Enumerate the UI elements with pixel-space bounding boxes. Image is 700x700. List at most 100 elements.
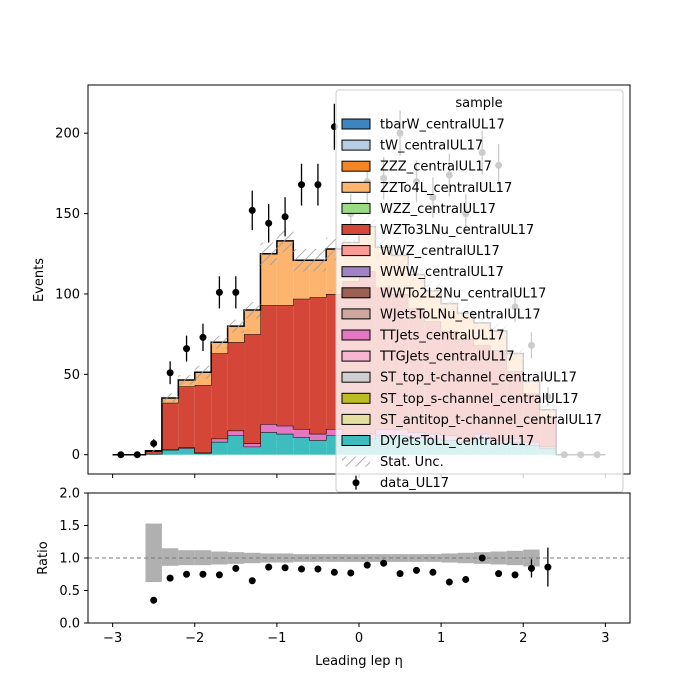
stack-bar xyxy=(293,298,310,429)
ratio-point xyxy=(281,564,289,572)
stack-bar xyxy=(211,353,228,439)
legend-label: ST_top_s-channel_centralUL17 xyxy=(380,392,579,407)
data-point xyxy=(183,345,191,353)
ratio-unc-bin xyxy=(309,554,327,562)
ratio-point xyxy=(363,561,371,569)
ratio-point xyxy=(544,563,552,571)
data-point xyxy=(117,451,125,459)
stack-bar xyxy=(161,449,179,455)
ratio-point xyxy=(511,571,519,579)
stack-bar xyxy=(178,386,195,448)
legend-swatch xyxy=(341,245,371,257)
ratio-point xyxy=(150,596,158,604)
ratio-unc-bin xyxy=(145,523,162,583)
legend-label: ZZTo4L_centralUL17 xyxy=(380,181,512,196)
stack-bar xyxy=(276,305,294,426)
ratio-point xyxy=(478,554,486,562)
ratio-unc-bin xyxy=(391,554,409,562)
legend-entry: WWZ_centralUL17 xyxy=(341,244,500,259)
stack-bar xyxy=(211,441,228,455)
stack-bar xyxy=(161,402,179,450)
y-tick-label: 100 xyxy=(55,287,80,302)
data-point xyxy=(265,219,273,227)
stack-bar xyxy=(227,342,245,431)
legend-entry: TTGJets_centralUL17 xyxy=(341,350,515,365)
legend-entry: data_UL17 xyxy=(352,475,449,491)
stat-unc-bin xyxy=(260,242,277,266)
stat-unc-bin xyxy=(161,393,179,403)
ratio-point xyxy=(495,570,503,578)
legend-entry: ZZTo4L_centralUL17 xyxy=(341,181,512,196)
legend-label: WJetsToLNu_centralUL17 xyxy=(380,307,541,322)
legend-label: WWTo2L2Nu_centralUL17 xyxy=(380,286,546,301)
legend-swatch xyxy=(341,413,371,425)
stat-unc-bin xyxy=(276,229,294,253)
legend-label: ST_antitop_t-channel_centralUL17 xyxy=(380,413,602,428)
data-point xyxy=(281,213,289,221)
legend-swatch xyxy=(341,266,371,278)
data-point xyxy=(133,451,141,459)
y-tick-label: 200 xyxy=(55,127,80,142)
legend-swatch xyxy=(341,308,371,320)
legend-entry: ST_antitop_t-channel_centralUL17 xyxy=(341,413,602,428)
ratio-point xyxy=(347,569,355,577)
ratio-point xyxy=(330,568,338,576)
ratio-point xyxy=(248,577,256,585)
legend-swatch xyxy=(342,456,370,467)
stack-bar xyxy=(244,334,261,444)
stack-bar xyxy=(194,385,212,453)
ratio-point xyxy=(183,570,191,578)
ratio-point xyxy=(462,575,470,583)
ratio-y-tick-label: 0.0 xyxy=(59,617,80,632)
ratio-point xyxy=(166,574,174,582)
stat-unc-bin xyxy=(293,248,310,272)
legend-label: tW_centralUL17 xyxy=(380,139,483,154)
ratio-unc-bin xyxy=(211,551,228,565)
legend-swatch xyxy=(341,118,371,130)
stack-bar xyxy=(244,446,261,455)
legend-marker xyxy=(352,479,360,487)
legend-entry: ZZZ_centralUL17 xyxy=(341,160,492,175)
main-y-axis-label: Events xyxy=(32,258,47,302)
stack-bar xyxy=(326,428,343,436)
legend-entry: DYJetsToLL_centralUL17 xyxy=(341,434,534,449)
legend-swatch xyxy=(341,202,371,214)
ratio-unc-bin xyxy=(457,552,474,564)
ratio-point xyxy=(199,570,207,578)
ratio-unc-bin xyxy=(441,553,458,563)
x-axis-label: Leading lep η xyxy=(315,654,403,669)
legend-entry: WWTo2L2Nu_centralUL17 xyxy=(341,286,546,301)
legend-label: tbarW_centralUL17 xyxy=(380,118,505,133)
legend-label: ST_top_t-channel_centralUL17 xyxy=(380,371,577,386)
data-point xyxy=(298,181,306,189)
x-tick-label: −3 xyxy=(103,631,122,646)
legend-entry: WJetsToLNu_centralUL17 xyxy=(341,307,541,322)
legend: sample tbarW_centralUL17 tW_centralUL17 ZZ… xyxy=(335,89,624,493)
stack-bar xyxy=(260,424,277,433)
legend-entry: ST_top_t-channel_centralUL17 xyxy=(341,371,577,386)
ratio-y-tick-label: 2.0 xyxy=(59,487,80,502)
ratio-point xyxy=(396,570,404,578)
stack-bar xyxy=(260,305,277,425)
legend-swatch xyxy=(341,160,371,172)
data-point xyxy=(314,181,322,189)
legend-entry: Stat. Unc. xyxy=(342,455,444,470)
legend-label: WWZ_centralUL17 xyxy=(380,244,500,259)
ratio-plot-area xyxy=(88,523,630,604)
ratio-unc-bin xyxy=(161,548,179,566)
ratio-point xyxy=(265,563,273,571)
stack-bar xyxy=(276,240,294,306)
x-tick-label: 1 xyxy=(437,631,445,646)
data-point xyxy=(215,288,223,296)
legend-label: TTGJets_centralUL17 xyxy=(379,350,515,365)
legend-title: sample xyxy=(455,96,502,111)
x-tick-label: 2 xyxy=(519,631,527,646)
ratio-point xyxy=(232,564,240,572)
stat-unc-bin xyxy=(309,248,327,272)
stack-bar xyxy=(145,451,162,454)
ratio-unc-bin xyxy=(490,551,507,565)
stack-bar xyxy=(178,448,195,455)
ratio-y-tick-label: 1.0 xyxy=(59,552,80,567)
legend-entry: tbarW_centralUL17 xyxy=(341,118,505,133)
